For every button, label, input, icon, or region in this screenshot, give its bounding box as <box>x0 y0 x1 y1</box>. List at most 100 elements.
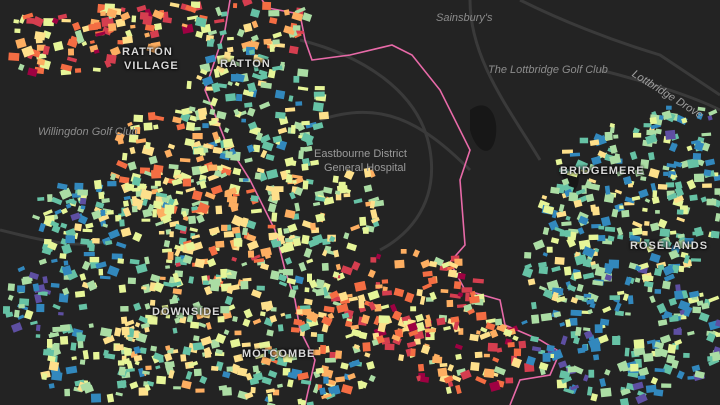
building-footprint <box>378 315 390 324</box>
building-footprint <box>633 346 646 357</box>
building-footprint <box>48 383 55 389</box>
building-footprint <box>657 183 668 190</box>
building-footprint <box>677 300 691 312</box>
building-footprint <box>570 309 582 317</box>
building-footprint <box>250 386 256 394</box>
building-footprint <box>621 209 630 218</box>
building-footprint <box>266 168 279 180</box>
building-footprint <box>642 230 648 236</box>
building-footprint <box>76 36 85 45</box>
building-footprint <box>678 265 685 273</box>
building-footprint <box>161 304 169 311</box>
building-footprint <box>485 322 496 331</box>
building-footprint <box>71 21 81 31</box>
building-footprint <box>538 265 549 275</box>
building-footprint <box>681 117 688 124</box>
building-footprint <box>61 287 70 296</box>
building-footprint <box>163 239 171 248</box>
building-footprint <box>130 124 141 130</box>
building-footprint <box>202 280 210 285</box>
building-footprint <box>36 58 46 66</box>
building-footprint <box>693 141 705 152</box>
building-footprint <box>410 348 416 357</box>
building-footprint <box>47 339 53 348</box>
building-footprint <box>265 185 276 193</box>
building-footprint <box>599 378 607 387</box>
building-footprint <box>422 282 433 291</box>
building-footprint <box>645 244 654 253</box>
building-footprint <box>328 235 336 243</box>
building-footprint <box>58 293 69 303</box>
building-footprint <box>121 326 130 336</box>
building-footprint <box>666 105 672 110</box>
building-footprint <box>164 204 175 214</box>
building-footprint <box>683 254 690 264</box>
building-footprint <box>215 6 223 17</box>
building-footprint <box>83 252 95 257</box>
building-footprint <box>489 329 499 339</box>
building-footprint <box>227 81 233 87</box>
building-footprint <box>715 319 720 328</box>
building-footprint <box>708 109 718 117</box>
building-footprint <box>389 303 398 313</box>
building-footprint <box>646 129 657 136</box>
building-footprint <box>651 196 660 205</box>
building-footprint <box>531 346 542 352</box>
building-footprint <box>212 131 220 141</box>
building-footprint <box>111 253 123 260</box>
building-footprint <box>424 318 432 328</box>
building-footprint <box>95 201 105 209</box>
building-footprint <box>561 376 573 384</box>
building-footprint <box>197 107 208 116</box>
building-footprint <box>353 198 363 204</box>
road <box>519 0 720 97</box>
building-footprint <box>95 261 107 269</box>
building-footprint <box>533 239 545 251</box>
building-footprint <box>542 288 555 300</box>
building-footprint <box>51 224 61 234</box>
building-footprint <box>608 259 620 269</box>
building-footprint <box>687 158 700 169</box>
building-footprint <box>18 303 25 309</box>
building-footprint <box>416 288 423 297</box>
building-footprint <box>663 171 669 176</box>
building-footprint <box>271 212 278 222</box>
building-footprint <box>42 276 48 284</box>
building-footprint <box>223 127 230 134</box>
building-footprint <box>56 182 68 190</box>
building-footprint <box>362 227 369 234</box>
building-footprint <box>226 366 233 372</box>
building-footprint <box>563 387 575 395</box>
building-footprint <box>614 189 623 195</box>
building-footprint <box>301 163 309 171</box>
building-footprint <box>225 151 233 159</box>
building-footprint <box>93 179 103 190</box>
building-footprint <box>604 185 611 195</box>
building-footprint <box>453 281 462 290</box>
building-footprint <box>66 56 78 63</box>
building-footprint <box>225 187 238 197</box>
building-footprint <box>324 245 332 252</box>
building-footprint <box>123 195 131 201</box>
building-footprint <box>223 329 230 336</box>
building-footprint <box>283 227 290 234</box>
building-footprint <box>336 303 349 314</box>
building-footprint <box>179 111 191 123</box>
building-footprint <box>334 350 343 359</box>
building-footprint <box>89 40 95 45</box>
building-footprint <box>321 323 330 333</box>
building-footprint <box>445 386 452 395</box>
building-footprint <box>2 306 10 314</box>
building-footprint <box>496 347 503 353</box>
building-footprint <box>297 86 309 91</box>
building-footprint <box>698 312 710 323</box>
building-footprint <box>686 179 697 190</box>
building-footprint <box>43 18 54 27</box>
building-footprint <box>134 322 141 328</box>
building-footprint <box>196 202 210 215</box>
building-footprint <box>638 367 650 377</box>
building-footprint <box>655 128 662 135</box>
building-footprint <box>165 314 171 319</box>
building-footprint <box>98 268 104 276</box>
